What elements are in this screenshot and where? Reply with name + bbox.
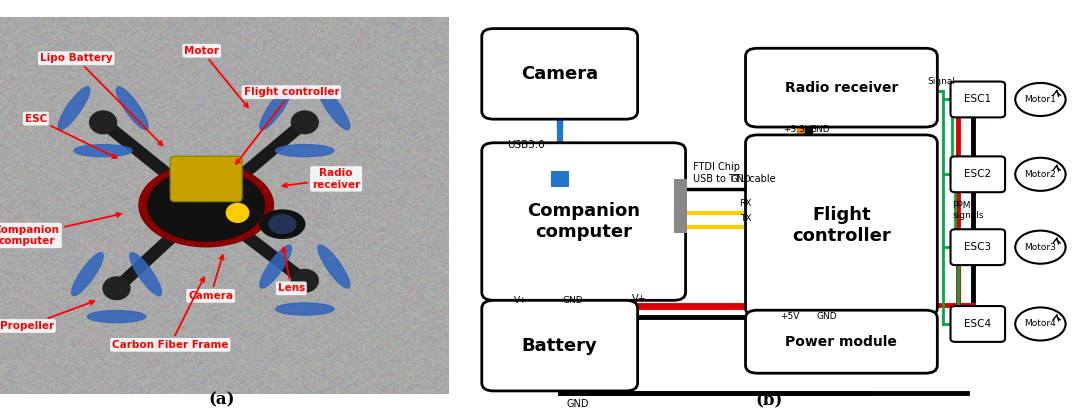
- Circle shape: [292, 269, 319, 292]
- Text: Propeller: Propeller: [0, 301, 94, 331]
- Ellipse shape: [71, 253, 104, 295]
- FancyBboxPatch shape: [950, 306, 1005, 342]
- Ellipse shape: [275, 303, 334, 315]
- Ellipse shape: [117, 87, 148, 129]
- Ellipse shape: [318, 245, 350, 288]
- Text: Lipo Battery: Lipo Battery: [40, 53, 162, 145]
- Text: Motor1: Motor1: [1025, 95, 1056, 104]
- Text: Motor2: Motor2: [1025, 170, 1056, 179]
- Text: Companion
computer: Companion computer: [527, 202, 640, 241]
- Ellipse shape: [58, 87, 90, 129]
- Text: +3.3V: +3.3V: [783, 125, 811, 134]
- Text: Motor4: Motor4: [1025, 319, 1056, 328]
- Text: ESC: ESC: [25, 114, 117, 158]
- Text: Motor: Motor: [185, 46, 248, 107]
- Text: GND: GND: [816, 312, 837, 321]
- FancyBboxPatch shape: [950, 156, 1005, 192]
- Text: (b): (b): [756, 392, 783, 409]
- Text: Signal: Signal: [927, 77, 955, 86]
- FancyBboxPatch shape: [482, 300, 637, 391]
- Ellipse shape: [260, 210, 305, 238]
- Text: ESC4: ESC4: [964, 319, 991, 329]
- Text: Companion
computer: Companion computer: [0, 213, 121, 246]
- FancyBboxPatch shape: [674, 179, 687, 233]
- FancyBboxPatch shape: [745, 135, 937, 316]
- Text: (a): (a): [208, 391, 234, 409]
- Ellipse shape: [73, 145, 132, 157]
- Ellipse shape: [139, 164, 273, 247]
- Circle shape: [90, 111, 117, 134]
- Text: ESC2: ESC2: [964, 169, 991, 179]
- Text: GND: GND: [731, 175, 752, 184]
- Text: TX: TX: [740, 214, 752, 222]
- Text: V+: V+: [514, 296, 527, 305]
- Circle shape: [1015, 230, 1066, 264]
- Ellipse shape: [260, 245, 292, 288]
- Text: GND: GND: [562, 296, 583, 305]
- Text: GND: GND: [809, 125, 829, 134]
- Text: +5V: +5V: [781, 312, 799, 321]
- Circle shape: [227, 203, 248, 222]
- Ellipse shape: [260, 87, 292, 129]
- Ellipse shape: [318, 87, 350, 129]
- Text: Radio receiver: Radio receiver: [785, 80, 899, 95]
- Circle shape: [103, 277, 130, 300]
- Text: FTDI Chip
USB to TTL cable: FTDI Chip USB to TTL cable: [692, 162, 775, 184]
- Text: Lens: Lens: [278, 248, 305, 293]
- Text: Carbon Fiber Frame: Carbon Fiber Frame: [112, 277, 229, 350]
- Circle shape: [1015, 158, 1066, 191]
- Text: V+: V+: [632, 294, 646, 304]
- Text: USB3.0: USB3.0: [507, 140, 544, 150]
- Text: ESC3: ESC3: [964, 242, 991, 252]
- Ellipse shape: [130, 253, 162, 295]
- Text: ESC1: ESC1: [964, 94, 991, 104]
- Ellipse shape: [87, 310, 146, 323]
- Ellipse shape: [269, 215, 296, 233]
- FancyBboxPatch shape: [745, 310, 937, 373]
- Circle shape: [1015, 308, 1066, 341]
- Text: Camera: Camera: [188, 255, 233, 301]
- FancyBboxPatch shape: [950, 82, 1005, 117]
- Text: Camera: Camera: [522, 65, 598, 83]
- Text: GND: GND: [566, 399, 589, 409]
- Text: Power module: Power module: [785, 335, 897, 349]
- FancyBboxPatch shape: [745, 48, 937, 127]
- Text: Flight
controller: Flight controller: [792, 206, 891, 245]
- Text: PPM
signals: PPM signals: [953, 201, 984, 220]
- Text: Flight controller: Flight controller: [237, 87, 339, 164]
- Text: RX: RX: [739, 199, 752, 208]
- FancyBboxPatch shape: [551, 171, 569, 187]
- FancyBboxPatch shape: [482, 28, 637, 119]
- Circle shape: [1015, 83, 1066, 116]
- Text: Battery: Battery: [522, 336, 597, 354]
- Ellipse shape: [275, 145, 334, 157]
- Ellipse shape: [148, 169, 265, 241]
- Text: Radio
receiver: Radio receiver: [283, 168, 361, 190]
- FancyBboxPatch shape: [950, 229, 1005, 265]
- Text: Motor3: Motor3: [1025, 243, 1056, 252]
- Circle shape: [292, 111, 319, 134]
- FancyBboxPatch shape: [482, 143, 686, 300]
- FancyBboxPatch shape: [171, 156, 242, 202]
